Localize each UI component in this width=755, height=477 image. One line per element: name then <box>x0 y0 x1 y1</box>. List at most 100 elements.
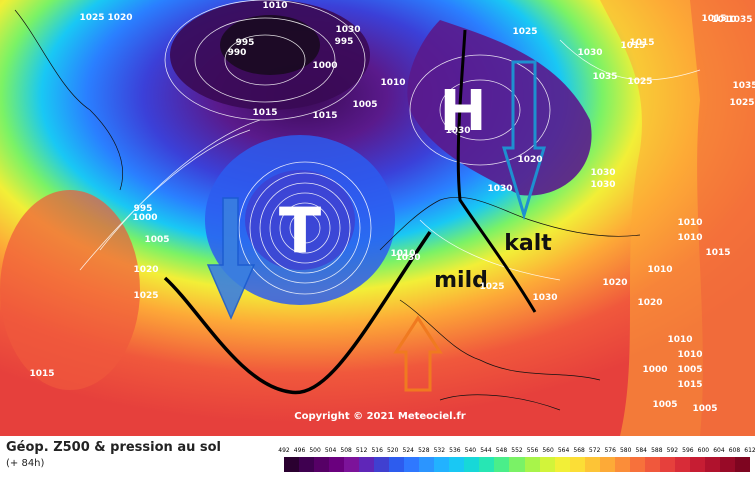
scale-swatch <box>404 457 420 472</box>
scale-swatch <box>599 457 615 472</box>
air-mass-boundary-east <box>456 29 537 313</box>
isobar-label: 1030 <box>590 168 615 178</box>
isobar-label: 1020 <box>133 265 158 275</box>
scale-tick-label: 524 <box>402 447 414 454</box>
copyright-label: Copyright © 2021 Meteociel.fr <box>294 411 465 422</box>
far-east-warm <box>690 0 755 436</box>
isobar-label: 1025 <box>479 282 504 292</box>
scale-swatch <box>734 457 750 472</box>
scale-swatch <box>569 457 585 472</box>
scale-swatch <box>509 457 525 472</box>
scale-tick-label: 596 <box>682 447 694 454</box>
scale-tick-label: 556 <box>526 447 539 454</box>
scale-tick-label: 532 <box>433 447 446 454</box>
isobar-label: 1030 <box>590 180 615 190</box>
isobar-label: 1010 <box>380 78 405 88</box>
scale-tick-label: 592 <box>666 447 679 454</box>
isobar-label: 1025 <box>133 291 158 301</box>
isobar-label: 1000 <box>132 213 157 223</box>
isobar-label: 1020 <box>637 298 662 308</box>
isobar-label: 1005 <box>692 404 717 414</box>
isobar-label: 1020 <box>517 155 542 165</box>
scale-tick-label: 564 <box>557 447 570 454</box>
scale-labels: 492 496 500 504 508 512 516 520 524 528 532 536 540 5… <box>278 447 755 457</box>
scale-swatch <box>644 457 660 472</box>
scale-swatch <box>419 457 435 472</box>
scale-tick-label: 504 <box>324 447 337 454</box>
scale-tick-label: 496 <box>293 447 306 454</box>
scale-tick-label: 500 <box>309 447 321 454</box>
northern-low-center <box>220 15 320 75</box>
isobar-label: 1010 <box>647 265 672 275</box>
isobar-label: 1010 <box>677 218 702 228</box>
scale-tick-label: 588 <box>651 447 663 454</box>
isobar-label: 1035 <box>727 15 752 25</box>
scale-tick-label: 584 <box>635 447 647 454</box>
color-scale <box>284 457 750 472</box>
low-pressure-label: T <box>279 194 321 267</box>
scale-swatch <box>554 457 570 472</box>
scale-swatch <box>284 457 300 472</box>
coastlines <box>14 9 641 411</box>
isobar-label: 1010 <box>711 15 736 25</box>
scale-swatch <box>539 457 555 472</box>
isobar-label: 995 <box>134 204 153 214</box>
isobar-label: 990 <box>228 48 247 58</box>
isobar-label: 1035 <box>592 72 617 82</box>
scale-tick-label: 516 <box>371 447 383 454</box>
eastern-trough <box>407 20 592 196</box>
map-canvas: T H kalt mild Copyright © 2021 Meteociel… <box>0 0 755 436</box>
scale-tick-label: 600 <box>697 447 710 454</box>
isobar-label: 1015 <box>620 41 645 51</box>
isobar-label: 1000 <box>642 365 667 375</box>
scale-tick-label: 548 <box>495 447 508 454</box>
scale-tick-label: 540 <box>464 447 477 454</box>
isobar-label: 1030 <box>532 293 557 303</box>
scale-tick-label: 612 <box>744 447 755 454</box>
isobar-label: 1005 <box>352 100 377 110</box>
scale-swatch <box>344 457 360 472</box>
scale-tick-label: 572 <box>588 447 601 454</box>
isobar-label: 1005 <box>677 365 702 375</box>
scale-swatch <box>689 457 705 472</box>
isobar-label: 1015 <box>705 248 730 258</box>
isobar-label: 995 <box>335 37 354 47</box>
scale-swatch <box>359 457 375 472</box>
isobar-label: 1015 <box>629 38 654 48</box>
isobar-label: 1005 <box>652 400 677 410</box>
air-mass-boundary-west <box>163 231 432 395</box>
eastern-warm-zone <box>600 0 755 436</box>
cold-core <box>245 170 355 270</box>
scale-swatch <box>479 457 495 472</box>
scale-tick-label: 604 <box>713 447 725 454</box>
isobar-label: 1000 <box>312 61 337 71</box>
cold-air-arrow-east <box>501 60 547 221</box>
scale-swatch <box>449 457 465 472</box>
isobar-label: 1030 <box>395 253 420 263</box>
scale-swatch <box>389 457 405 472</box>
isobar-label: 1010 <box>262 1 287 11</box>
warm-air-arrow <box>393 315 443 392</box>
legend-title: Géop. Z500 & pression au sol <box>6 440 221 455</box>
isobar-label: 1030 <box>577 48 602 58</box>
high-pressure-label: H <box>440 79 487 144</box>
atlantic-ridge <box>0 190 140 390</box>
scale-swatch <box>494 457 510 472</box>
cold-air-arrow-west <box>206 197 256 320</box>
isobar-label: 1010 <box>677 350 702 360</box>
scale-tick-label: 608 <box>728 447 741 454</box>
scale-swatch <box>329 457 345 472</box>
isobar-label: 995 <box>236 38 255 48</box>
scale-tick-label: 536 <box>449 447 461 454</box>
isobar-label: 1035 <box>732 81 755 91</box>
scale-tick-label: 508 <box>340 447 352 454</box>
scale-swatch <box>704 457 720 472</box>
isobar-label: 1030 <box>335 25 360 35</box>
scale-swatch <box>674 457 690 472</box>
isobar-label: 1015 <box>252 108 277 118</box>
isobar-label: 1015 <box>312 111 337 121</box>
isobar-label: 1025 <box>79 13 104 23</box>
scale-swatch <box>614 457 630 472</box>
isobar-label: 1025 <box>627 77 652 87</box>
